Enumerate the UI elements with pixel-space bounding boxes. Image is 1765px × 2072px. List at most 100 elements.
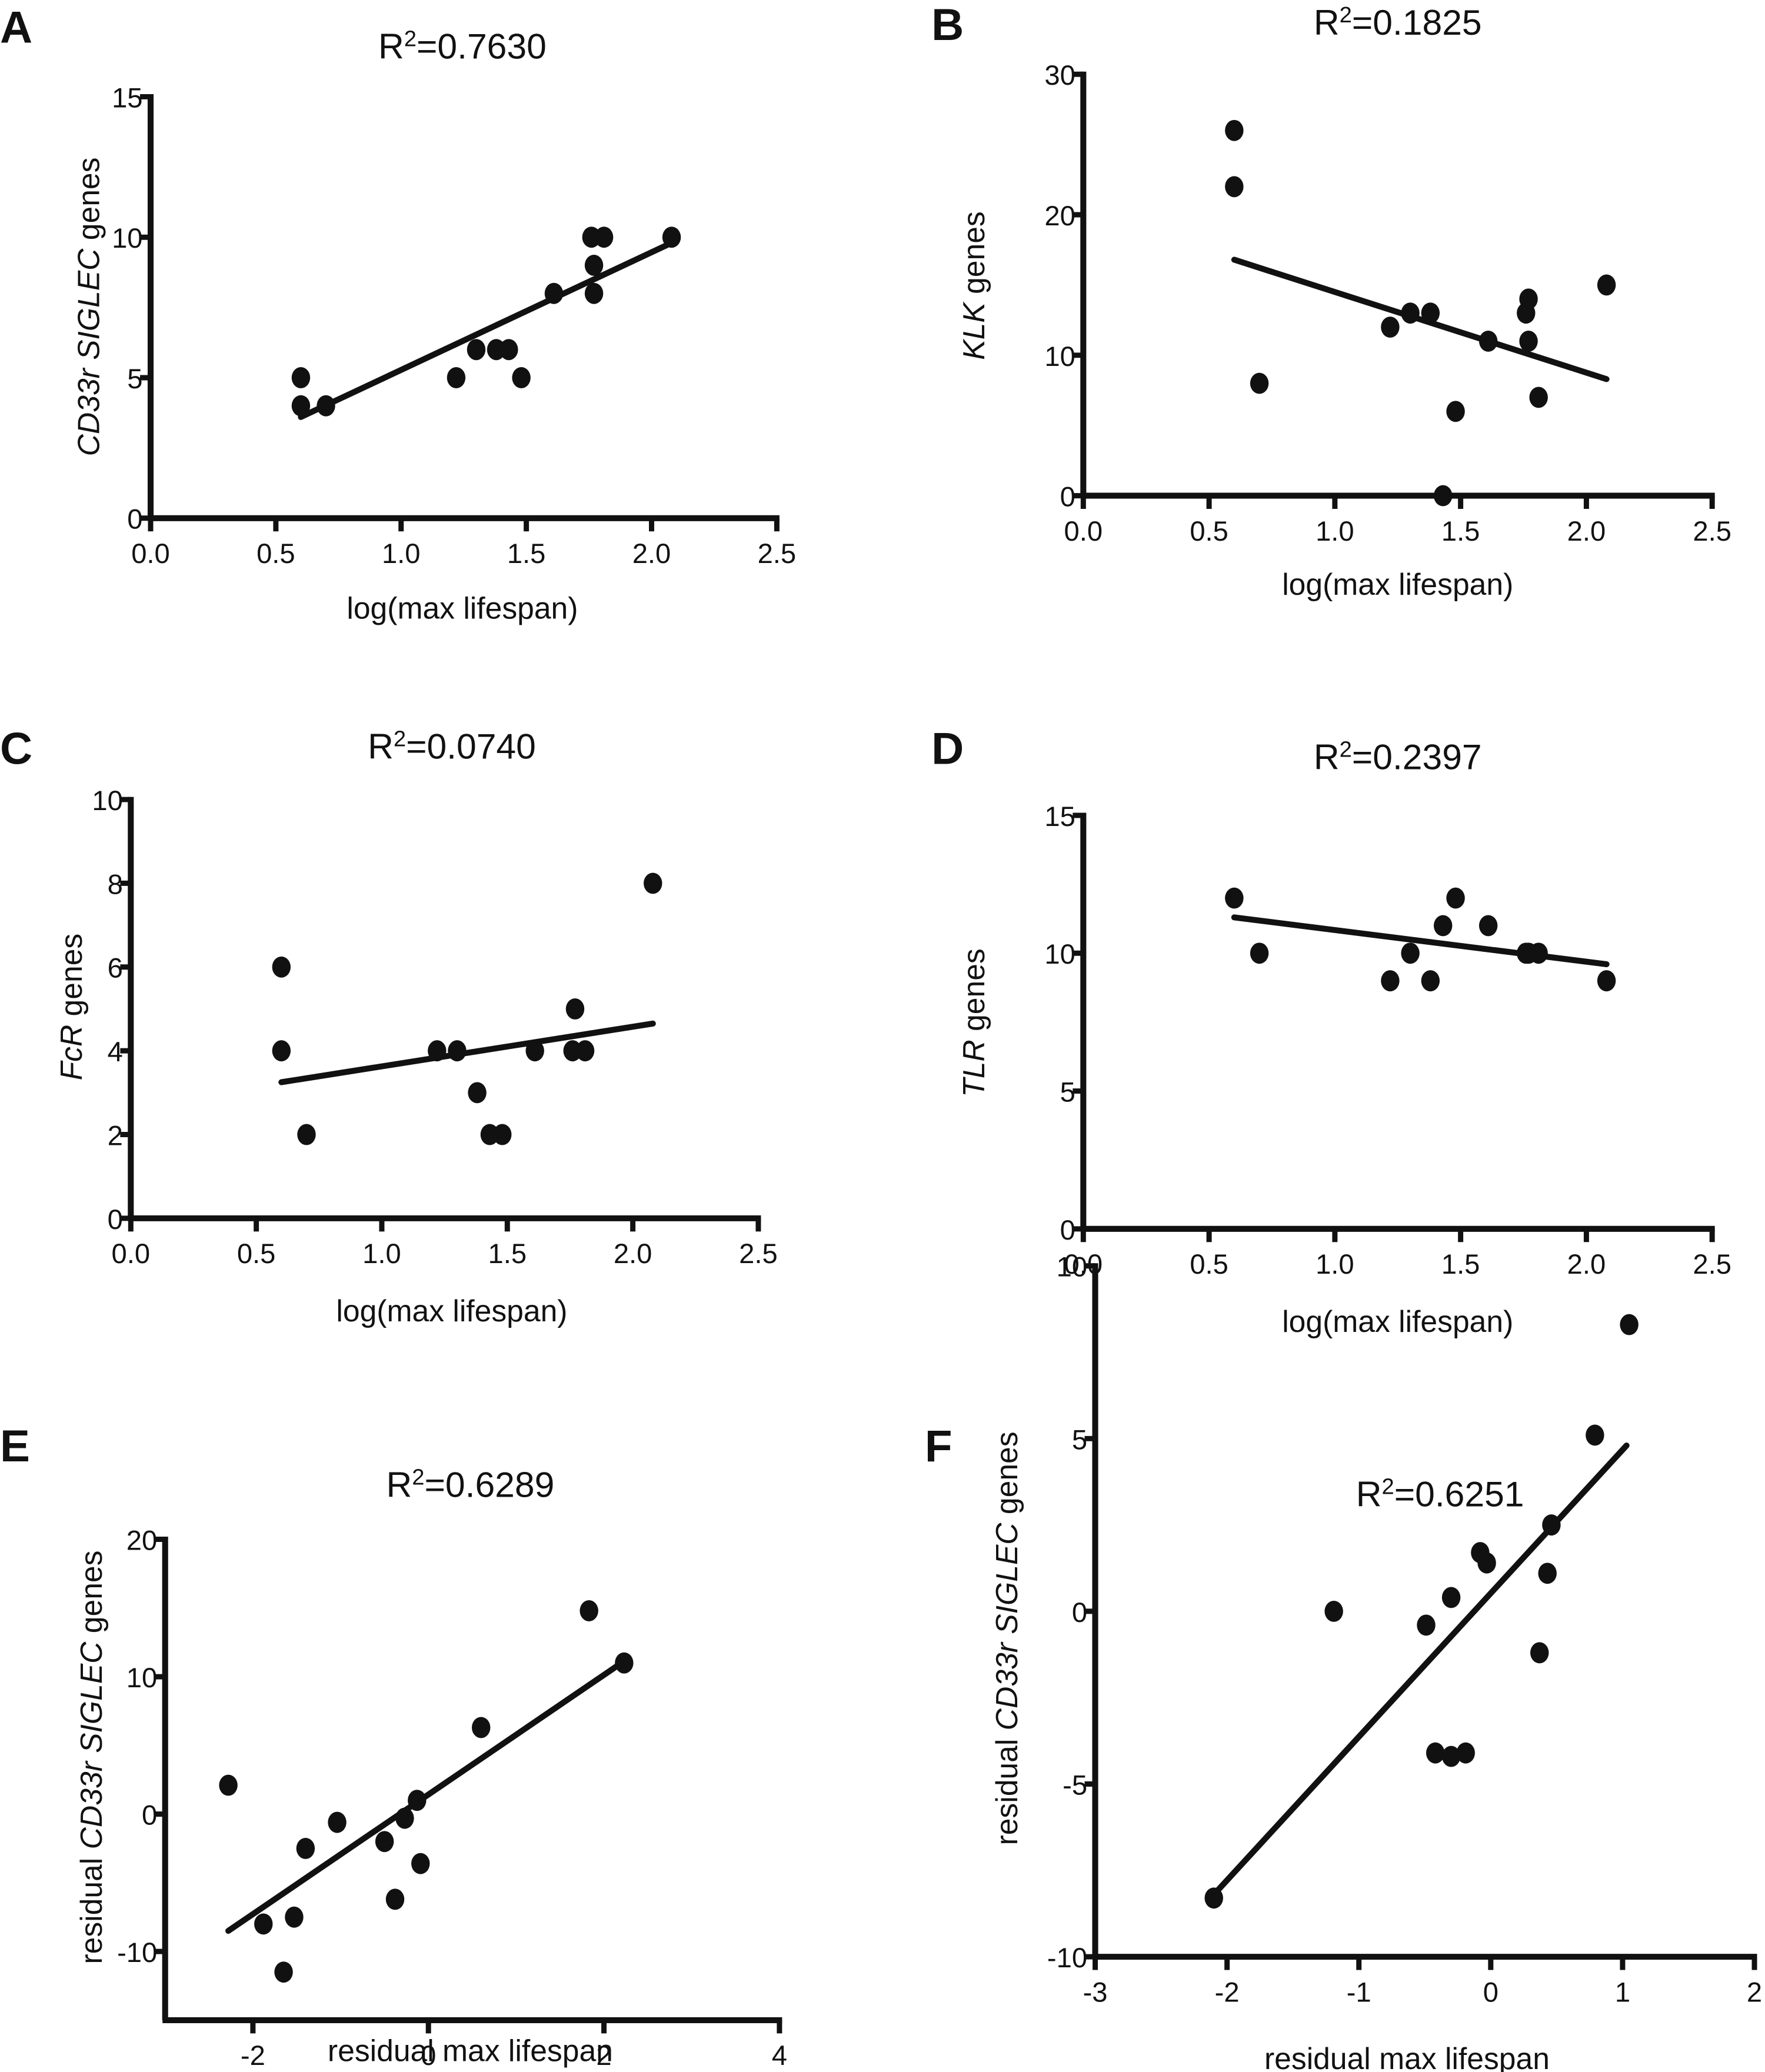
x-tick-label: -1 <box>1347 1976 1371 2007</box>
y-tick-label: 0 <box>127 504 142 535</box>
data-point <box>219 1774 238 1796</box>
y-tick-label: 10 <box>112 222 142 254</box>
x-tick-label: 0.0 <box>131 538 170 569</box>
data-point <box>448 1040 467 1062</box>
x-tick-label: 0.5 <box>1190 515 1228 547</box>
data-point <box>272 956 291 978</box>
data-point <box>285 1906 304 1928</box>
y-axis-label: TLR genes <box>957 948 991 1097</box>
data-point <box>1225 887 1244 909</box>
data-point <box>272 1040 291 1062</box>
y-tick-label: 0 <box>1060 1214 1075 1245</box>
regression-line <box>278 1020 656 1085</box>
data-point <box>1441 1587 1461 1608</box>
data-point <box>1529 942 1548 964</box>
data-point <box>1478 330 1498 352</box>
x-tick-label: 2.5 <box>739 1238 778 1269</box>
data-point <box>254 1913 273 1935</box>
y-tick-label: 15 <box>112 82 142 113</box>
data-point <box>644 872 662 894</box>
x-axis-label: residual max lifespan <box>328 2034 613 2068</box>
y-tick-label: 30 <box>1044 59 1075 91</box>
x-tick-label: 1.0 <box>1316 1248 1354 1280</box>
data-point <box>575 1040 595 1062</box>
x-tick-label: 0.5 <box>1190 1248 1228 1280</box>
x-tick-label: -3 <box>1083 1976 1108 2007</box>
data-point <box>395 1807 414 1829</box>
data-point <box>1250 942 1269 964</box>
data-point <box>1204 1887 1223 1909</box>
regression-line <box>298 239 675 420</box>
x-tick-label: 2.0 <box>632 538 671 569</box>
data-point <box>1441 1745 1461 1767</box>
y-tick-label: 15 <box>1044 801 1075 832</box>
data-point <box>447 367 466 388</box>
chart-title: R2=0.0740 <box>368 726 536 767</box>
y-tick-label: 10 <box>1057 1251 1087 1282</box>
x-tick-label: 1.0 <box>382 538 421 569</box>
data-point <box>1250 372 1269 394</box>
x-tick-label: 2.5 <box>1693 1248 1731 1280</box>
data-point <box>1542 1514 1561 1536</box>
data-point <box>411 1853 430 1874</box>
data-point <box>291 367 311 388</box>
data-point <box>1597 970 1616 992</box>
data-point <box>1417 1614 1436 1636</box>
regression-line <box>1231 914 1610 968</box>
x-tick-label: 0 <box>421 2040 436 2071</box>
data-point <box>565 998 585 1020</box>
data-point <box>1433 485 1453 507</box>
chart-title: R2=0.2397 <box>1314 737 1482 777</box>
data-point <box>1433 915 1453 937</box>
x-tick-label: -2 <box>241 2040 265 2071</box>
data-point <box>1530 1642 1549 1664</box>
panel-letter: B <box>931 0 964 50</box>
x-tick-label: 2 <box>596 2040 611 2071</box>
chart-title: R2=0.1825 <box>1314 2 1482 42</box>
panel-letter: E <box>0 1421 30 1471</box>
y-tick-label: 8 <box>108 868 123 900</box>
data-point <box>1538 1563 1557 1584</box>
y-tick-label: 20 <box>1044 200 1075 231</box>
x-tick-label: 2.0 <box>614 1238 652 1269</box>
data-point <box>1529 387 1548 408</box>
data-point <box>594 226 614 248</box>
x-tick-label: 2.5 <box>1693 515 1731 547</box>
data-point <box>471 1717 491 1738</box>
chart-title: R2=0.6251 <box>1356 1474 1524 1514</box>
y-axis-label: residual CD33r SIGLEC genes <box>74 1551 108 1964</box>
x-axis-label: log(max lifespan) <box>1282 1304 1513 1338</box>
data-point <box>375 1831 394 1853</box>
data-point <box>1519 330 1538 352</box>
y-tick-label: 5 <box>127 363 142 394</box>
data-point <box>512 367 531 388</box>
data-point <box>1620 1314 1639 1335</box>
data-point <box>1426 1742 1445 1764</box>
x-axis-label: log(max lifespan) <box>336 1294 567 1328</box>
data-point <box>428 1040 447 1062</box>
y-tick-label: 0 <box>142 1800 157 1831</box>
data-point <box>1446 401 1465 422</box>
x-tick-label: -2 <box>1215 1976 1240 2007</box>
data-point <box>580 1600 598 1621</box>
data-point <box>662 226 681 248</box>
data-point <box>1381 317 1400 338</box>
x-axis-label: log(max lifespan) <box>347 591 578 625</box>
data-point <box>584 255 604 276</box>
x-tick-label: 0.5 <box>257 538 295 569</box>
data-point <box>385 1888 405 1910</box>
data-point <box>1324 1600 1343 1622</box>
data-point <box>1446 887 1465 909</box>
data-point <box>1421 302 1440 324</box>
data-point <box>1401 302 1420 324</box>
data-point <box>1401 942 1420 964</box>
y-tick-label: -5 <box>1063 1769 1087 1800</box>
y-tick-label: 0 <box>1072 1597 1087 1628</box>
y-tick-label: -10 <box>117 1937 157 1968</box>
y-tick-label: 4 <box>108 1036 123 1067</box>
x-tick-label: 2.5 <box>758 538 797 569</box>
data-point <box>1421 970 1440 992</box>
y-tick-label: 0 <box>1060 481 1075 512</box>
y-tick-label: -10 <box>1047 1942 1087 1973</box>
y-axis-label: FcR genes <box>54 934 88 1081</box>
